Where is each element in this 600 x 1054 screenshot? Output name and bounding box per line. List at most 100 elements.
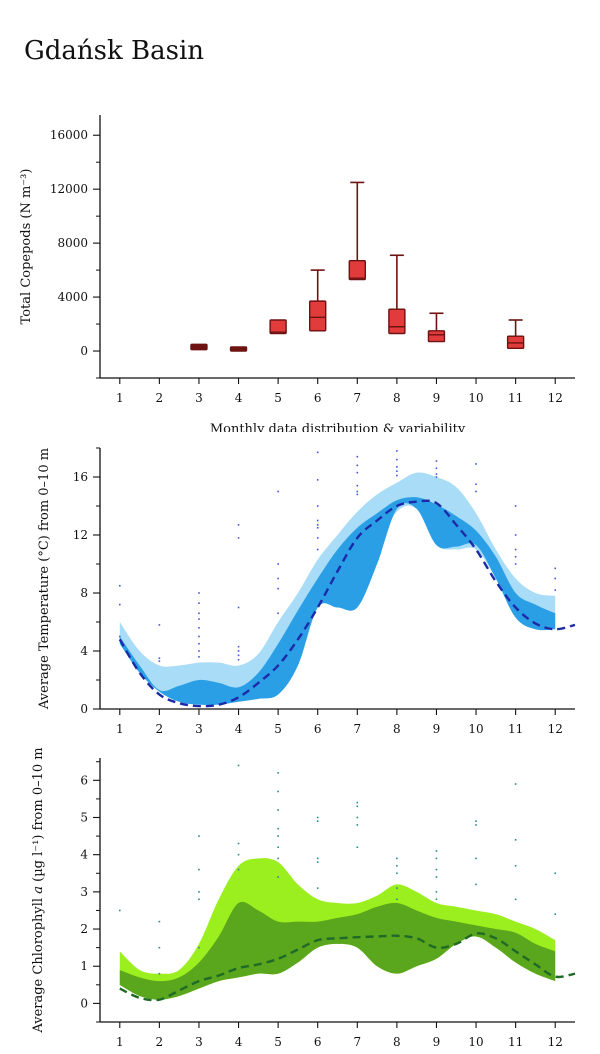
mean-line: [118, 499, 576, 708]
box-body: [309, 300, 327, 332]
x-tick-label: 3: [195, 722, 203, 736]
observation-point: [277, 835, 279, 837]
x-tick-label: 9: [433, 722, 441, 736]
x-tick-label: 1: [116, 722, 124, 736]
observation-point: [435, 891, 438, 893]
y-tick-label: 16000: [50, 128, 88, 142]
y-tick-label: 3: [80, 885, 88, 899]
observation-point: [277, 827, 279, 830]
observation-points: [118, 764, 557, 975]
x-tick-label: 5: [274, 1035, 282, 1049]
inner-range-band: [119, 497, 556, 706]
observation-point: [356, 824, 359, 826]
observation-point: [435, 476, 438, 478]
observation-points: [118, 450, 557, 662]
observation-point: [237, 654, 240, 657]
observation-point: [316, 820, 319, 823]
observation-point: [237, 606, 240, 609]
observation-point: [475, 820, 477, 823]
mean-line: [119, 932, 576, 1002]
observation-point: [514, 555, 517, 558]
x-tick-label: 10: [468, 1035, 483, 1049]
observation-point: [396, 887, 398, 889]
observation-point: [198, 602, 200, 604]
observation-point: [277, 876, 279, 878]
x-tick-label: 2: [156, 1035, 164, 1049]
box-body: [388, 308, 406, 335]
box-series: [190, 181, 525, 352]
observation-point: [277, 772, 279, 774]
x-tick-label: 8: [393, 1035, 401, 1049]
observation-point: [158, 920, 161, 923]
observation-point: [198, 618, 200, 620]
observation-point: [396, 458, 398, 461]
observation-point: [356, 464, 359, 467]
observation-point: [435, 898, 438, 901]
y-axis-label-part: Average Chlorophyll: [31, 894, 46, 1034]
observation-point: [237, 868, 240, 871]
observation-point: [277, 577, 279, 580]
observation-point: [475, 883, 477, 886]
observation-point: [198, 635, 200, 638]
observation-point: [554, 913, 557, 915]
observation-point: [396, 898, 398, 901]
observation-point: [435, 850, 438, 852]
observation-point: [237, 842, 240, 845]
x-tick-label: 5: [274, 391, 282, 405]
observation-point: [237, 537, 240, 539]
observation-point: [554, 589, 557, 591]
y-axis-label-part: (µg l⁻¹) from 0–10 m: [31, 747, 46, 886]
observation-point: [316, 816, 319, 819]
y-tick-label: 2: [80, 922, 88, 936]
observation-point: [475, 824, 477, 826]
observation-point: [198, 946, 200, 949]
observation-point: [277, 846, 279, 849]
box-month-6: [309, 269, 327, 332]
observation-point: [316, 548, 319, 551]
x-tick-label: 4: [235, 722, 243, 736]
observation-point: [435, 473, 438, 475]
observation-point: [356, 846, 359, 849]
observation-point: [396, 474, 398, 477]
x-tick-label: 12: [548, 722, 563, 736]
observation-point: [514, 865, 517, 867]
observation-point: [198, 835, 200, 837]
observation-point: [554, 577, 557, 580]
observation-point: [475, 463, 477, 465]
x-tick-label: 9: [433, 391, 441, 405]
observation-point: [198, 612, 200, 615]
observation-point: [435, 876, 438, 878]
observation-point: [316, 479, 319, 481]
observation-point: [277, 490, 279, 493]
observation-point: [396, 466, 398, 468]
observation-point: [198, 868, 200, 871]
y-tick-label: 0: [80, 996, 88, 1010]
y-tick-label: 5: [80, 810, 88, 824]
x-tick-label: 8: [393, 722, 401, 736]
y-axis-label: Total Copepods (N m⁻³): [19, 169, 34, 325]
observation-point: [316, 505, 319, 507]
observation-point: [118, 603, 121, 606]
observation-point: [118, 584, 121, 587]
observation-point: [435, 460, 438, 462]
observation-point: [316, 537, 319, 539]
x-tick-label: 3: [195, 1035, 203, 1049]
observation-point: [237, 524, 240, 526]
observation-point: [514, 839, 517, 841]
observation-point: [356, 801, 359, 804]
observation-point: [396, 857, 398, 860]
observation-point: [237, 853, 240, 856]
observation-point: [198, 642, 200, 645]
observation-point: [277, 563, 279, 565]
box-month-11: [506, 319, 525, 350]
x-tick-label: 12: [548, 391, 563, 405]
x-tick-label: 11: [508, 722, 523, 736]
label-crop-mask: [100, 432, 580, 446]
x-tick-label: 2: [156, 391, 164, 405]
y-tick-label: 8: [80, 586, 88, 600]
x-tick-label: 4: [235, 1035, 243, 1049]
observation-point: [277, 809, 279, 811]
x-tick-label: 2: [156, 722, 164, 736]
observation-point: [158, 946, 161, 949]
